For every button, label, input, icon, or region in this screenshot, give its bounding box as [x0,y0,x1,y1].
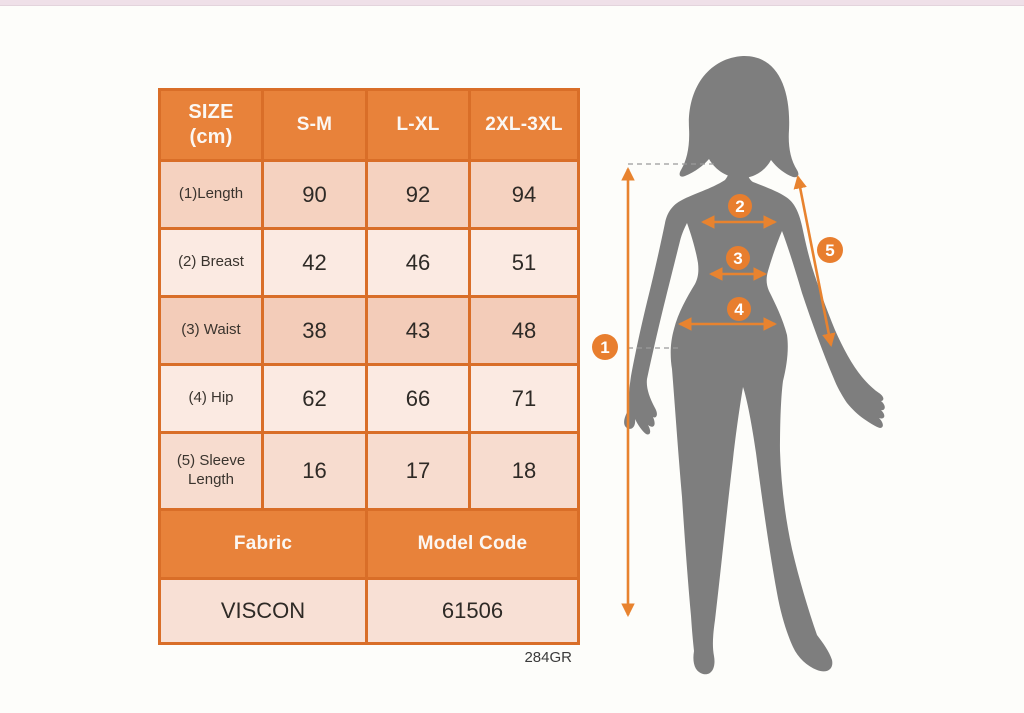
size-chart-table: SIZE (cm) S-M L-XL 2XL-3XL (1)Length 90 … [158,88,580,645]
breast-value-s-m: 42 [264,230,365,295]
row-label-waist: (3) Waist [161,298,261,363]
size-header-label: SIZE [188,101,234,123]
row-label-hip: (4) Hip [161,366,261,431]
hip-value-2xl-3xl: 71 [471,366,577,431]
marker-1-number: 1 [600,338,609,357]
row-label-breast: (2) Breast [161,230,261,295]
marker-5-number: 5 [825,241,834,260]
fabric-header: Fabric [161,511,365,577]
waist-value-2xl-3xl: 48 [471,298,577,363]
model-code-value: 61506 [368,580,577,642]
hip-value-l-xl: 66 [368,366,468,431]
column-header-2xl-3xl: 2XL-3XL [471,91,577,159]
body-measurement-figure: 1 2 3 4 5 [592,55,885,675]
sleeve-value-l-xl: 17 [368,434,468,508]
sleeve-arrow [793,175,836,347]
body-silhouette [624,151,885,675]
length-value-l-xl: 92 [368,162,468,227]
sleeve-value-2xl-3xl: 18 [471,434,577,508]
marker-1-badge [592,334,618,360]
breast-value-l-xl: 46 [368,230,468,295]
waist-value-s-m: 38 [264,298,365,363]
marker-5-badge [817,237,843,263]
marker-2-number: 2 [735,197,744,216]
marker-2-badge [728,194,752,218]
top-border-strip [0,0,1024,6]
sleeve-value-s-m: 16 [264,434,365,508]
marker-3-number: 3 [733,249,742,268]
hip-value-s-m: 62 [264,366,365,431]
fabric-value: VISCON [161,580,365,642]
waist-value-l-xl: 43 [368,298,468,363]
row-label-sleeve-length: (5) Sleeve Length [161,434,261,508]
breast-value-2xl-3xl: 51 [471,230,577,295]
marker-3-badge [726,246,750,270]
model-code-header: Model Code [368,511,577,577]
row-label-length: (1)Length [161,162,261,227]
weight-code-label: 284GR [524,649,572,666]
unit-header-label: (cm) [189,126,233,148]
marker-4-number: 4 [734,300,744,319]
column-header-s-m: S-M [264,91,365,159]
size-cm-header-cell: SIZE (cm) [161,91,261,159]
marker-4-badge [727,297,751,321]
head-silhouette [679,55,799,178]
column-header-l-xl: L-XL [368,91,468,159]
length-value-2xl-3xl: 94 [471,162,577,227]
length-value-s-m: 90 [264,162,365,227]
